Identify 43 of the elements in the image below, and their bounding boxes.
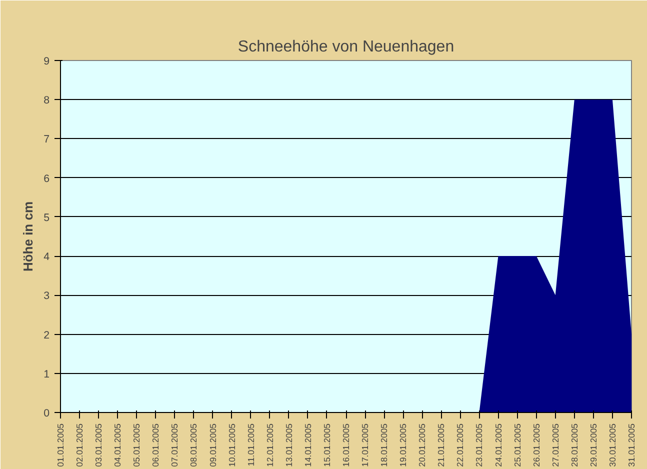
x-tick-label: 16.01.2005	[341, 423, 351, 467]
x-tick-label: 18.01.2005	[379, 423, 390, 467]
x-tick-label: 01.01.2005	[56, 423, 66, 467]
x-tick-label: 04.01.2005	[112, 423, 123, 467]
x-tick-label: 19.01.2005	[398, 423, 408, 467]
x-tick-label: 24.01.2005	[493, 423, 504, 467]
y-tick-label: 8	[44, 94, 50, 107]
x-tick-label: 29.01.2005	[588, 423, 598, 467]
y-tick-label: 3	[44, 290, 50, 302]
x-tick-label: 26.01.2005	[531, 423, 542, 467]
x-tick-label: 14.01.2005	[302, 423, 313, 467]
x-tick-label: 21.01.2005	[436, 423, 446, 467]
x-tick-label: 09.01.2005	[208, 423, 218, 467]
y-tick-label: 6	[44, 172, 50, 185]
x-tick-label: 22.01.2005	[455, 423, 466, 467]
x-tick-label: 10.01.2005	[226, 423, 237, 467]
x-tick-label: 30.01.2005	[607, 423, 618, 467]
x-tick-label: 23.01.2005	[474, 423, 484, 467]
y-tick-label: 2	[44, 329, 50, 342]
x-tick-label: 17.01.2005	[360, 423, 370, 467]
x-tick-label: 28.01.2005	[569, 423, 580, 467]
x-tick-label: 06.01.2005	[150, 423, 161, 467]
x-tick-label: 31.01.2005	[626, 423, 636, 467]
x-tick-label: 12.01.2005	[264, 423, 275, 467]
x-tick-label: 03.01.2005	[94, 423, 104, 467]
x-tick-label: 25.01.2005	[512, 423, 522, 467]
y-tick-label: 1	[44, 368, 50, 380]
chart-title: Schneehöhe von Neuenhagen	[238, 38, 454, 56]
x-tick-label: 07.01.2005	[170, 423, 180, 467]
x-tick-label: 05.01.2005	[132, 423, 142, 467]
x-tick-label: 08.01.2005	[188, 423, 199, 467]
x-tick-label: 11.01.2005	[246, 423, 256, 466]
x-tick-label: 27.01.2005	[550, 423, 560, 467]
y-axis-title: Höhe in cm	[20, 201, 36, 272]
x-tick-label: 02.01.2005	[74, 423, 85, 467]
x-tick-label: 15.01.2005	[322, 423, 332, 467]
x-tick-label: 13.01.2005	[284, 423, 294, 467]
x-tick-label: 20.01.2005	[417, 423, 428, 467]
y-tick-label: 4	[44, 251, 50, 264]
y-tick-label: 7	[44, 134, 50, 146]
y-tick-label: 0	[44, 408, 50, 420]
y-tick-label: 9	[44, 56, 50, 68]
y-tick-label: 5	[44, 212, 50, 224]
